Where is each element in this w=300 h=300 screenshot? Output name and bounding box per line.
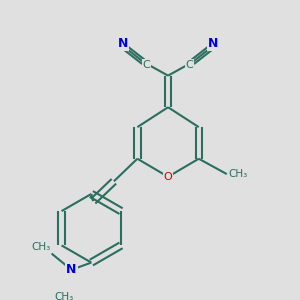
Text: CH₃: CH₃ <box>228 169 248 179</box>
Text: C: C <box>186 60 194 70</box>
Text: O: O <box>164 172 172 182</box>
Text: CH₃: CH₃ <box>55 292 74 300</box>
Text: N: N <box>208 37 218 50</box>
Text: C: C <box>142 60 150 70</box>
Text: N: N <box>118 37 128 50</box>
Text: N: N <box>66 263 76 276</box>
Text: CH₃: CH₃ <box>31 242 50 252</box>
